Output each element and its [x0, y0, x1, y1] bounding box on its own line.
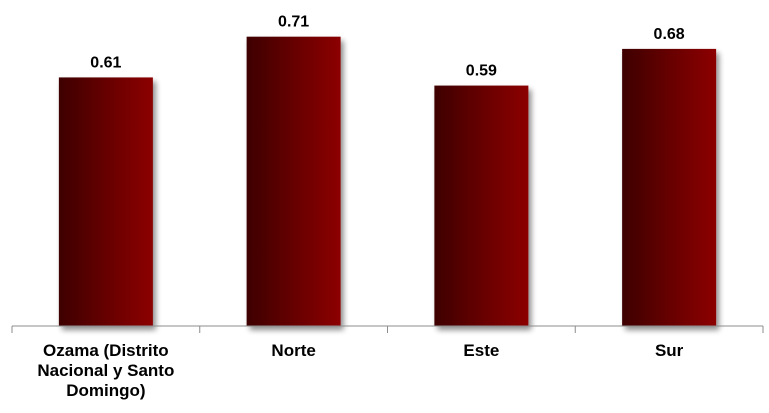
x-axis — [11, 325, 764, 333]
value-labels-group: 0.61 0.71 0.59 0.68 — [90, 14, 684, 80]
value-label-2: 0.59 — [466, 63, 497, 80]
value-label-1: 0.71 — [278, 14, 309, 31]
category-label-0-line-0: Ozama (Distrito — [43, 341, 169, 360]
bar-0 — [58, 77, 153, 326]
bar-3 — [622, 48, 717, 327]
category-label-1: Norte — [271, 341, 315, 360]
category-label-0-line-2: Domingo) — [66, 381, 145, 400]
bar-1 — [246, 36, 341, 327]
category-label-2-line-0: Este — [463, 341, 499, 360]
category-label-3-line-0: Sur — [655, 341, 684, 360]
bar-2 — [434, 85, 529, 326]
category-label-2: Este — [463, 341, 499, 360]
category-labels-group: Ozama (Distrito Nacional y Santo Domingo)N… — [37, 341, 683, 400]
category-label-3: Sur — [655, 341, 684, 360]
value-label-3: 0.68 — [654, 26, 685, 43]
bars-group — [58, 36, 717, 327]
category-label-0: Ozama (Distrito Nacional y Santo Domingo) — [37, 341, 174, 400]
category-label-0-line-1: Nacional y Santo — [37, 361, 174, 380]
category-label-1-line-0: Norte — [271, 341, 315, 360]
value-label-0: 0.61 — [90, 54, 121, 71]
